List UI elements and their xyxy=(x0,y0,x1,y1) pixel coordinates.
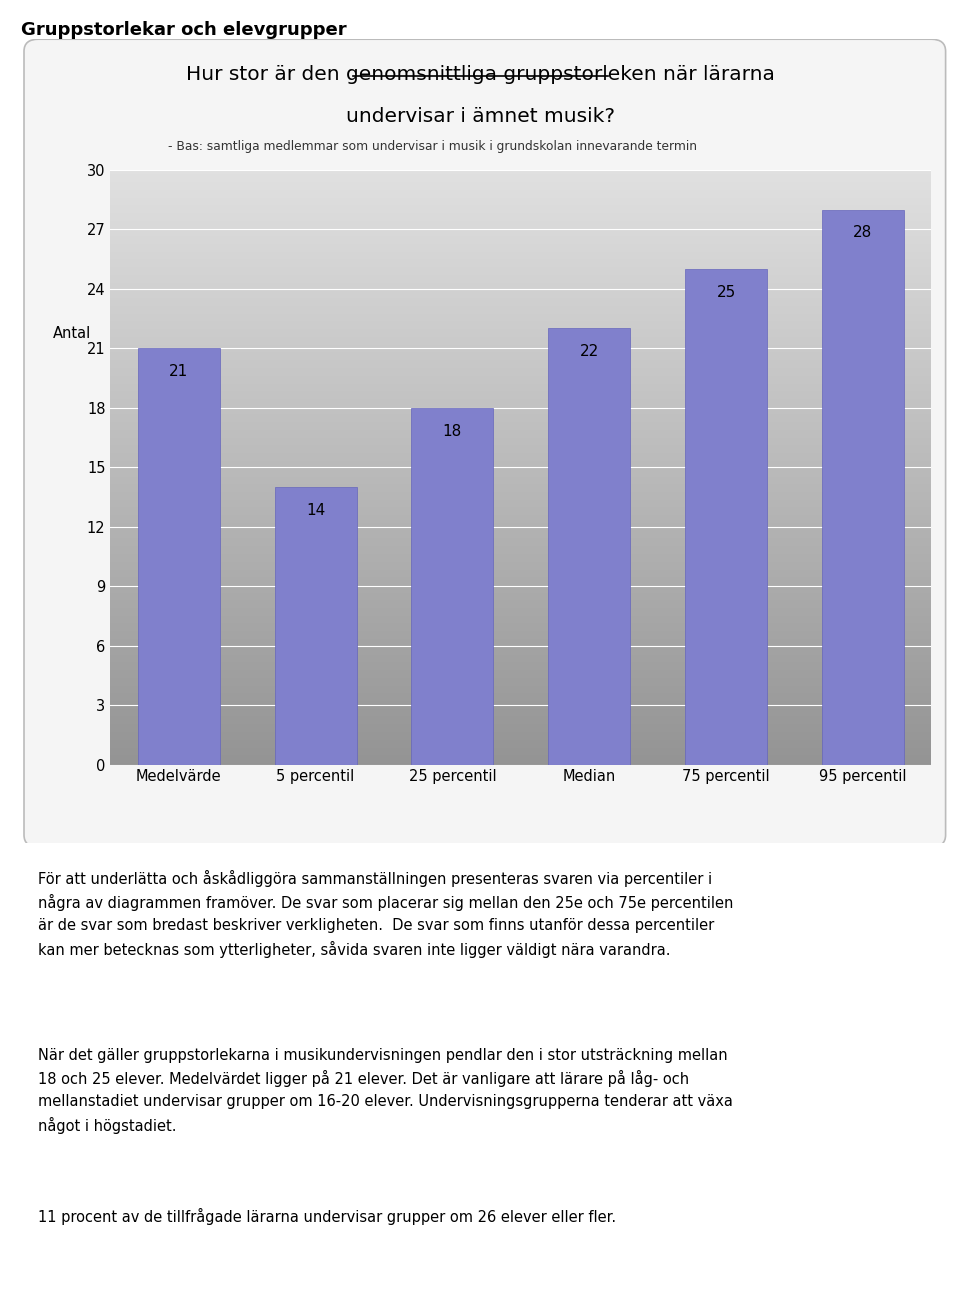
Text: 11 procent av de tillfrågade lärarna undervisar grupper om 26 elever eller fler.: 11 procent av de tillfrågade lärarna und… xyxy=(38,1208,616,1225)
Bar xyxy=(411,408,493,765)
Text: undervisar i ämnet musik?: undervisar i ämnet musik? xyxy=(346,107,614,127)
Text: Gruppstorlekar och elevgrupper: Gruppstorlekar och elevgrupper xyxy=(21,21,347,39)
Text: Antal: Antal xyxy=(53,325,91,341)
Bar xyxy=(275,488,357,765)
Text: 25: 25 xyxy=(716,285,735,299)
Text: - Bas: samtliga medlemmar som undervisar i musik i grundskolan innevarande termi: - Bas: samtliga medlemmar som undervisar… xyxy=(168,140,697,153)
Bar xyxy=(138,349,220,765)
Text: 21: 21 xyxy=(169,365,188,379)
Text: 14: 14 xyxy=(306,503,325,518)
Bar xyxy=(822,209,903,765)
Bar xyxy=(685,269,767,765)
Bar xyxy=(548,328,630,765)
Text: Hur stor är den genomsnittliga gruppstorleken när lärarna: Hur stor är den genomsnittliga gruppstor… xyxy=(185,65,775,85)
FancyBboxPatch shape xyxy=(24,39,946,847)
Text: När det gäller gruppstorlekarna i musikundervisningen pendlar den i stor utsträc: När det gäller gruppstorlekarna i musiku… xyxy=(38,1048,733,1133)
Text: 28: 28 xyxy=(853,225,873,240)
Text: För att underlätta och åskådliggöra sammanställningen presenteras svaren via per: För att underlätta och åskådliggöra samm… xyxy=(38,869,733,958)
Text: 22: 22 xyxy=(580,344,599,359)
Text: 18: 18 xyxy=(443,423,462,439)
